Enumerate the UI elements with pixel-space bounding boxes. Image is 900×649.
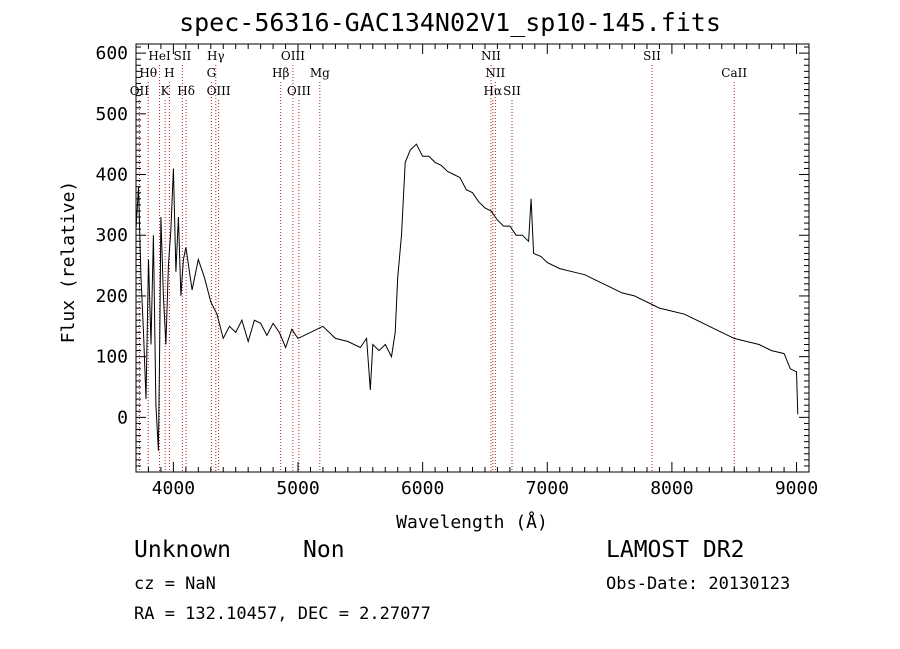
y-axis-label: Flux (relative) (58, 181, 79, 344)
marker-label-4: H (164, 66, 174, 80)
object-subclass: Non (303, 537, 345, 563)
marker-label-2: HeI (148, 49, 171, 63)
marker-label-11: OIII (281, 49, 305, 63)
spectrum-series-line (135, 143, 799, 451)
marker-label-13: Mg (310, 66, 330, 80)
object-class: Unknown (134, 537, 231, 563)
marker-label-15: NII (485, 66, 505, 80)
y-tick-label: 300 (95, 225, 128, 246)
survey-name: LAMOST DR2 (606, 537, 745, 563)
marker-label-14: NII (481, 49, 501, 63)
x-tick-label: 7000 (526, 478, 569, 499)
y-tick-label: 400 (95, 165, 128, 186)
marker-label-3: K (161, 84, 171, 98)
marker-label-9: OIII (207, 84, 231, 98)
marker-label-7: Hγ (207, 49, 225, 63)
marker-label-18: SII (643, 49, 661, 63)
observation-date: Obs-Date: 20130123 (606, 574, 791, 594)
marker-label-5: SII (174, 49, 192, 63)
marker-label-12: OIII (287, 84, 311, 98)
x-tick-label: 5000 (276, 478, 319, 499)
redshift-readout: cz = NaN (134, 574, 216, 594)
marker-label-16: Hα (484, 84, 503, 98)
marker-label-6: Hδ (177, 84, 195, 98)
marker-label-1: Hθ (139, 66, 157, 80)
x-tick-label: 4000 (152, 478, 195, 499)
y-tick-label: 0 (117, 407, 128, 428)
marker-label-10: Hβ (272, 66, 289, 80)
x-axis-label: Wavelength (Å) (396, 511, 548, 533)
marker-label-0: OII (130, 84, 150, 98)
marker-label-19: CaII (721, 66, 747, 80)
marker-label-8: G (207, 66, 217, 80)
y-tick-label: 200 (95, 286, 128, 307)
x-tick-label: 8000 (650, 478, 693, 499)
axes: 4000 5000 6000 7000 8000 9000 0 100 200 300 400 500… (95, 43, 818, 499)
coordinates-readout: RA = 132.10457, DEC = 2.27077 (134, 604, 431, 624)
x-tick-label: 9000 (775, 478, 818, 499)
y-tick-label: 100 (95, 347, 128, 368)
line-labels: OIIHθHeIKHSIIHδHγGOIIIHβOIIIOIIIMgNIINII… (130, 49, 748, 98)
y-tick-label: 600 (95, 43, 128, 64)
y-tick-label: 500 (95, 104, 128, 125)
chart-title: spec-56316-GAC134N02V1_sp10-145.fits (179, 8, 721, 37)
x-tick-label: 6000 (401, 478, 444, 499)
emission-line-markers (138, 65, 735, 472)
plot-frame (135, 43, 810, 473)
marker-label-17: SII (503, 84, 521, 98)
